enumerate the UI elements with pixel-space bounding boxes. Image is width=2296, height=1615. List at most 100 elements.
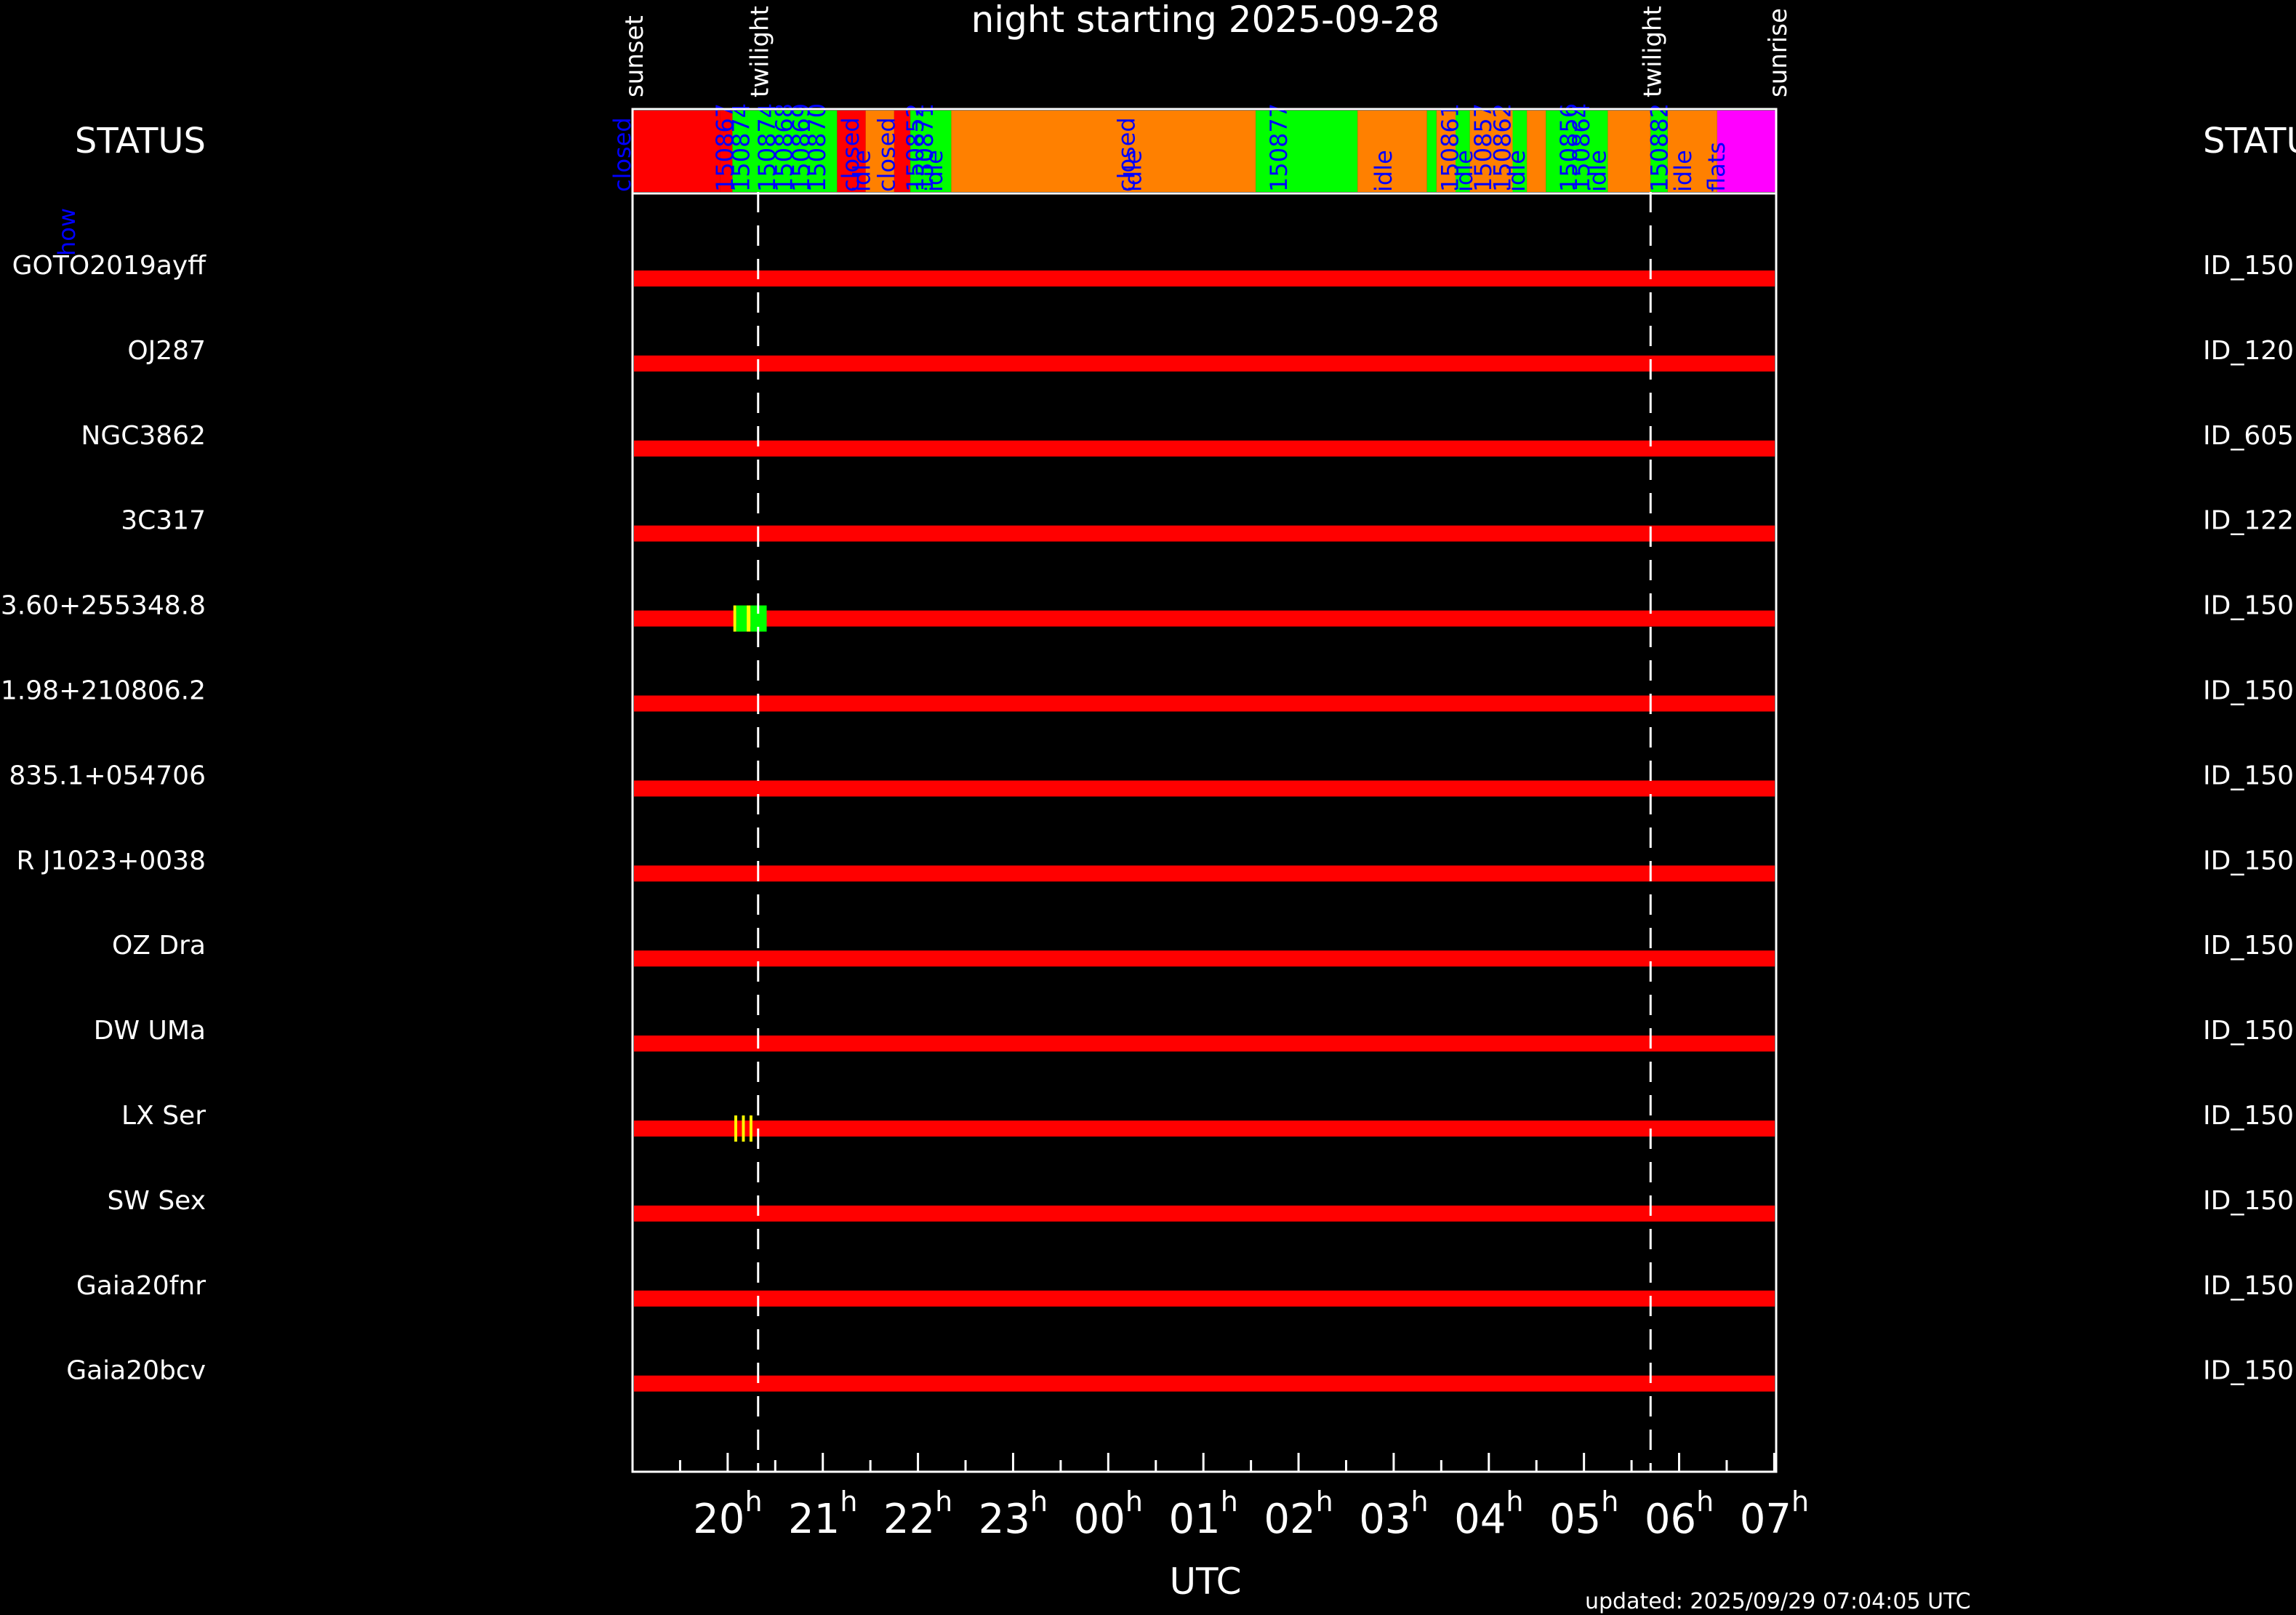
observation-mark: [734, 1115, 737, 1142]
target-id: ID_150: [2203, 1271, 2294, 1301]
target-name: NGC3862: [81, 421, 206, 451]
how-label: how: [53, 208, 81, 256]
status-label: 150868: [770, 103, 798, 192]
status-segment: [1607, 111, 1651, 192]
status-label: 150869: [787, 103, 815, 192]
status-segment: [732, 111, 747, 192]
target-bar: [634, 270, 1775, 286]
status-segment: [910, 111, 952, 192]
target-bar: [634, 1290, 1775, 1307]
status-label: 150882: [1645, 103, 1673, 192]
status-segment: [837, 111, 866, 192]
target-bar: [634, 780, 1775, 797]
target-name: DW UMa: [94, 1016, 206, 1046]
target-id: ID_150: [2203, 1101, 2294, 1131]
status-label: 150862: [1488, 103, 1516, 192]
status-segment: [1436, 111, 1456, 192]
target-id: ID_150: [2203, 1016, 2294, 1046]
observation-mark: [747, 605, 751, 632]
status-label: 150864: [1568, 103, 1595, 192]
status-header-left: STATUS: [75, 121, 206, 161]
target-name: R J1023+0038: [17, 846, 206, 875]
target-id: ID_150: [2203, 761, 2294, 790]
event-label: sunrise: [1764, 8, 1793, 97]
target-name: Gaia20bcv: [66, 1356, 206, 1386]
target-name: OZ Dra: [112, 931, 206, 961]
status-label: 150852: [902, 103, 929, 192]
status-label: flats: [1703, 142, 1730, 192]
status-segment: [1469, 111, 1513, 192]
status-segment: [894, 111, 911, 192]
target-id: ID_150: [2203, 591, 2294, 621]
status-label: 150856: [1555, 103, 1583, 192]
status-label: 150857: [1469, 103, 1497, 192]
target-name: GOTO2019ayff: [12, 251, 207, 281]
target-name: 3.60+255348.8: [1, 591, 206, 621]
target-bar: [634, 355, 1775, 372]
target-rows: GOTO2019ayff ID_150 OJ287 ID_120 NGC3862 ID_6…: [1, 251, 2294, 1392]
status-label: 150877: [1265, 103, 1293, 192]
target-bar: [634, 950, 1775, 967]
status-label: idle: [1669, 150, 1697, 192]
event-label: twilight: [1638, 6, 1667, 97]
chart-title: night starting 2025-09-28: [971, 0, 1440, 41]
status-segment: [865, 111, 894, 192]
event-labels: sunset twilight twilight sunrise: [620, 6, 1793, 97]
target-id: ID_150: [2203, 676, 2294, 706]
status-segment: [1357, 111, 1427, 192]
target-bar: [634, 440, 1775, 457]
observation-mark: [733, 605, 736, 632]
status-label: idle: [848, 150, 876, 192]
event-label: twilight: [746, 6, 775, 97]
target-name: LX Ser: [121, 1101, 206, 1131]
status-label: 150861: [1436, 103, 1464, 192]
event-lines: [757, 192, 1652, 1472]
status-segment: [1256, 111, 1358, 192]
status-label: idle: [920, 150, 948, 192]
status-segment: [951, 111, 1256, 192]
target-id: ID_150: [2203, 931, 2294, 961]
x-axis-label: UTC: [1169, 1560, 1241, 1603]
status-label: closed: [1112, 117, 1140, 192]
status-segment: [1667, 111, 1717, 192]
target-name: SW Sex: [107, 1186, 206, 1216]
x-axis: 20h 21h 22h 23h 00h 01h 02h 03h 04h 05h 06h 07h: [678, 1453, 1809, 1543]
status-label: 150870: [803, 103, 831, 192]
status-label: idle: [1370, 150, 1397, 192]
observation-mark: [750, 605, 767, 632]
observation-mark: [742, 1115, 745, 1142]
status-labels: closed 1508671508741508741508681508691508…: [609, 103, 1730, 192]
observation-mark: [736, 605, 747, 632]
target-bar: [634, 610, 1775, 627]
target-id: ID_605: [2203, 421, 2294, 451]
status-header-right: STATUS: [2203, 121, 2296, 161]
status-segment: [1717, 111, 1776, 192]
target-id: ID_122: [2203, 506, 2294, 536]
status-segment: [1426, 111, 1437, 192]
observation-mark: [749, 1115, 752, 1142]
status-label: 150874: [727, 103, 755, 192]
status-label: 150874: [753, 103, 781, 192]
x-tick-label: 23h: [979, 1486, 1048, 1543]
target-id: ID_150: [2203, 846, 2294, 875]
target-id: ID_150: [2203, 1186, 2294, 1216]
target-name: 3C317: [121, 506, 206, 536]
target-bar: [634, 695, 1775, 712]
status-segment: [1546, 111, 1608, 192]
target-name: 835.1+054706: [9, 761, 206, 790]
target-id: ID_120: [2203, 336, 2294, 366]
status-label: idle: [1120, 150, 1147, 192]
status-segment: [1455, 111, 1470, 192]
target-name: OJ287: [127, 336, 206, 366]
target-bar: [634, 1035, 1775, 1052]
status-segment: [633, 111, 720, 192]
status-label: idle: [1583, 150, 1611, 192]
target-id: ID_150: [2203, 1356, 2294, 1386]
status-label: idle: [1503, 150, 1530, 192]
x-tick-label: 00h: [1074, 1486, 1143, 1543]
target-bar: [634, 1205, 1775, 1222]
target-bar: [634, 865, 1775, 882]
target-bar: [634, 525, 1775, 542]
